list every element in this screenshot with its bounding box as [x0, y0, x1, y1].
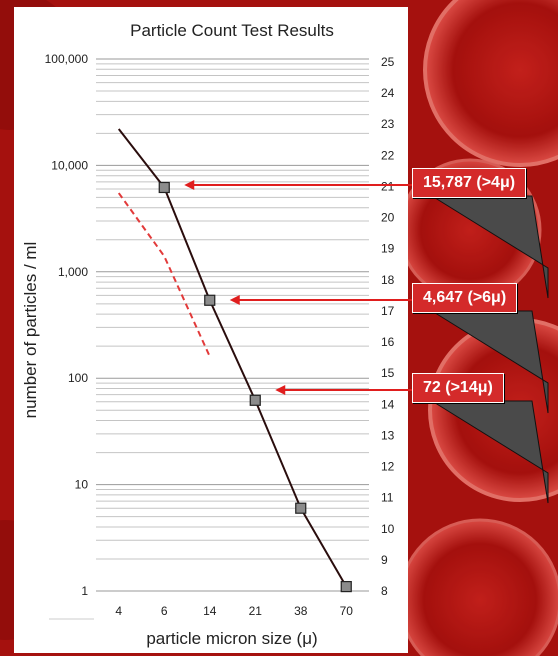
particle-count-chart: Particle Count Test Results 1101001,0001…: [21, 21, 395, 648]
chart-title: Particle Count Test Results: [130, 21, 334, 40]
y2-tick-label: 14: [381, 397, 395, 411]
y2-tick-label: 25: [381, 55, 395, 69]
y-tick-label: 10: [75, 478, 89, 492]
y2-tick-label: 13: [381, 428, 395, 442]
callout-label: 15,787 (>4μ): [412, 168, 527, 198]
y2-tick-label: 23: [381, 117, 395, 131]
x-tick-label: 6: [161, 604, 168, 618]
y-axis-label: number of particles / ml: [21, 242, 40, 419]
y-tick-label: 1: [81, 584, 88, 598]
y2-tick-label: 15: [381, 366, 395, 380]
y2-tick-label: 24: [381, 86, 395, 100]
y2-tick-label: 16: [381, 335, 395, 349]
series-layer: [117, 128, 348, 588]
data-point-marker: [295, 502, 307, 514]
data-point-marker: [204, 294, 216, 306]
y2-tick-label: 10: [381, 522, 395, 536]
x-tick-label: 70: [340, 604, 354, 618]
y2-tick-label: 20: [381, 211, 395, 225]
y2-tick-label: 12: [381, 460, 395, 474]
y2-tick-label: 8: [381, 584, 388, 598]
grid-lines: [96, 58, 369, 592]
y-tick-label: 100,000: [45, 52, 89, 66]
x-tick-label: 14: [203, 604, 217, 618]
chart-panel: Particle Count Test Results 1 10 100 1,000 1…: [14, 7, 408, 653]
y-tick-label: 10,000: [51, 158, 88, 172]
x-tick-label: 38: [294, 604, 308, 618]
y2-tick-label: 19: [381, 242, 395, 256]
y2-tick-label: 22: [381, 148, 395, 162]
dashed-series-line: [117, 192, 211, 357]
y2-tick-label: 9: [381, 553, 388, 567]
right-axis-ticks: 25 24 23 22 21 20 19 18 17 16 15 14 13 12 11 10 9 8: [381, 55, 395, 598]
y2-tick-label: 21: [381, 179, 395, 193]
y2-tick-label: 11: [381, 491, 394, 505]
solid-series-line: [117, 128, 348, 588]
data-point-marker: [340, 580, 352, 593]
y-tick-label: 100: [68, 371, 88, 385]
x-axis-ticks: 4 6 14 21 38 70: [49, 604, 354, 620]
data-point-marker: [249, 394, 261, 406]
data-point-marker: [158, 181, 170, 194]
callout-label: 72 (>14μ): [412, 373, 504, 403]
markers-layer: [158, 181, 352, 593]
left-axis-ticks: 1 10 100 1,000 10,000 100,000: [45, 52, 89, 598]
y2-tick-label: 17: [381, 304, 395, 318]
x-tick-label: 21: [249, 604, 263, 618]
x-tick-label: 4: [115, 604, 122, 618]
callout-label: 4,647 (>6μ): [412, 283, 518, 313]
x-axis-label: particle micron size (μ): [146, 629, 317, 648]
y-tick-label: 1,000: [58, 265, 88, 279]
y2-tick-label: 18: [381, 273, 395, 287]
